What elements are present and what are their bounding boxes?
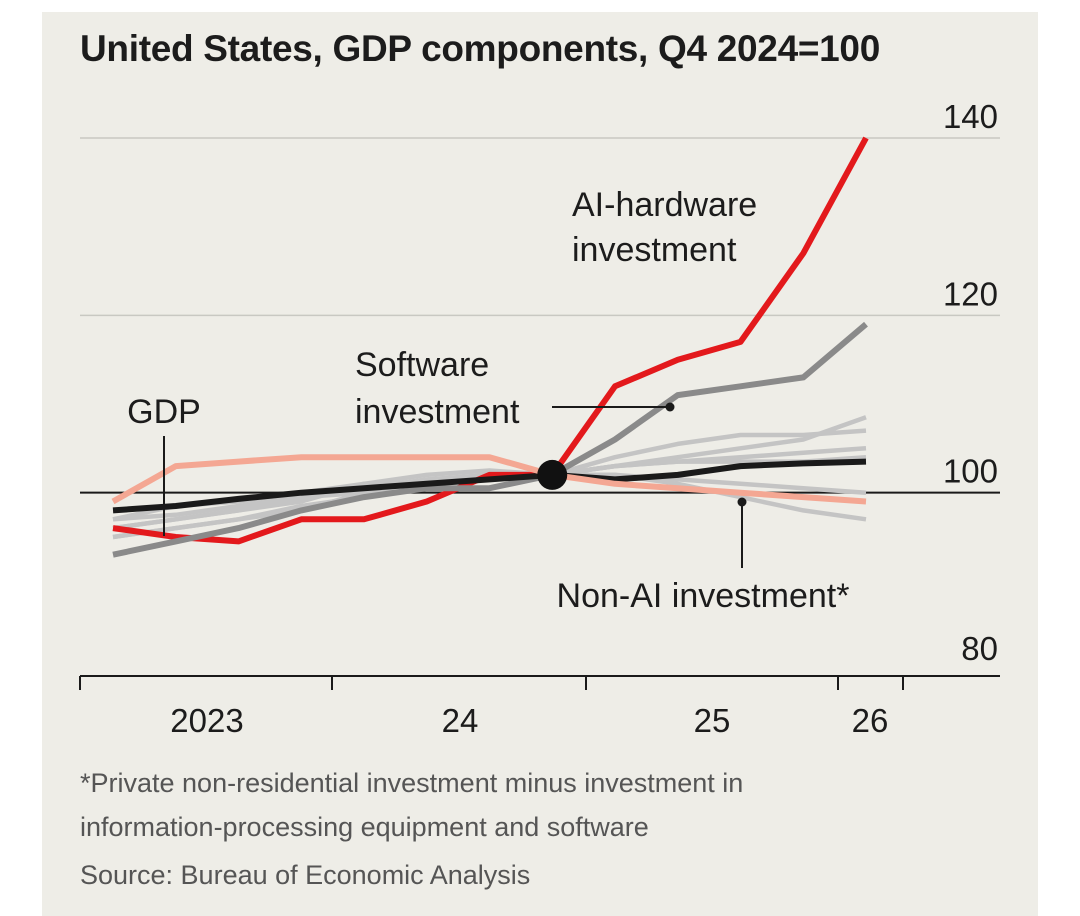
x-tick-label: 26 [852,702,889,739]
series-ai-hardware-investment [112,136,869,545]
x-tick-label: 2023 [170,702,243,739]
y-tick-label: 100 [943,453,998,490]
non-ai-label-line: Non-AI investment* [557,577,850,615]
non-ai-label: Non-AI investment* [557,577,850,615]
chart-title: United States, GDP components, Q4 2024=1… [80,28,880,69]
series-software-investment [112,321,868,558]
x-axis: 2023 24 25 26 [79,675,1000,739]
footnote-continued: information-processing equipment and sof… [80,812,649,842]
software-label-line: Software [355,346,489,384]
gdp-label-line: GDP [127,393,201,431]
annotations: AI-hardware investment Software investment G… [127,186,849,615]
footnote: *Private non-residential investment minu… [80,768,744,798]
annotation-leaders [163,402,747,568]
non-ai-leader-dot [737,497,747,507]
series-lines [111,136,869,558]
gridlines [80,137,1000,494]
ai-hardware-label-line: investment [572,231,737,269]
y-tick-label: 120 [943,275,998,312]
y-tick-label: 140 [943,98,998,135]
ai-hardware-label: AI-hardware investment [572,186,757,269]
series-non-ai-investment [111,454,867,505]
y-tick-label: 80 [961,630,998,667]
software-label: Software investment [355,346,520,431]
x-tick-label: 24 [442,702,479,739]
software-leader-dot [665,402,675,412]
series-gdp [112,458,867,514]
x-tick-label: 25 [694,702,731,739]
source-note: Source: Bureau of Economic Analysis [80,860,531,890]
y-axis-ticks: 80 100 120 140 [943,98,998,667]
software-label-line: investment [355,393,520,431]
ai-hardware-label-line: AI-hardware [572,186,757,224]
gdp-label: GDP [127,393,201,431]
index-base-point [537,459,568,490]
